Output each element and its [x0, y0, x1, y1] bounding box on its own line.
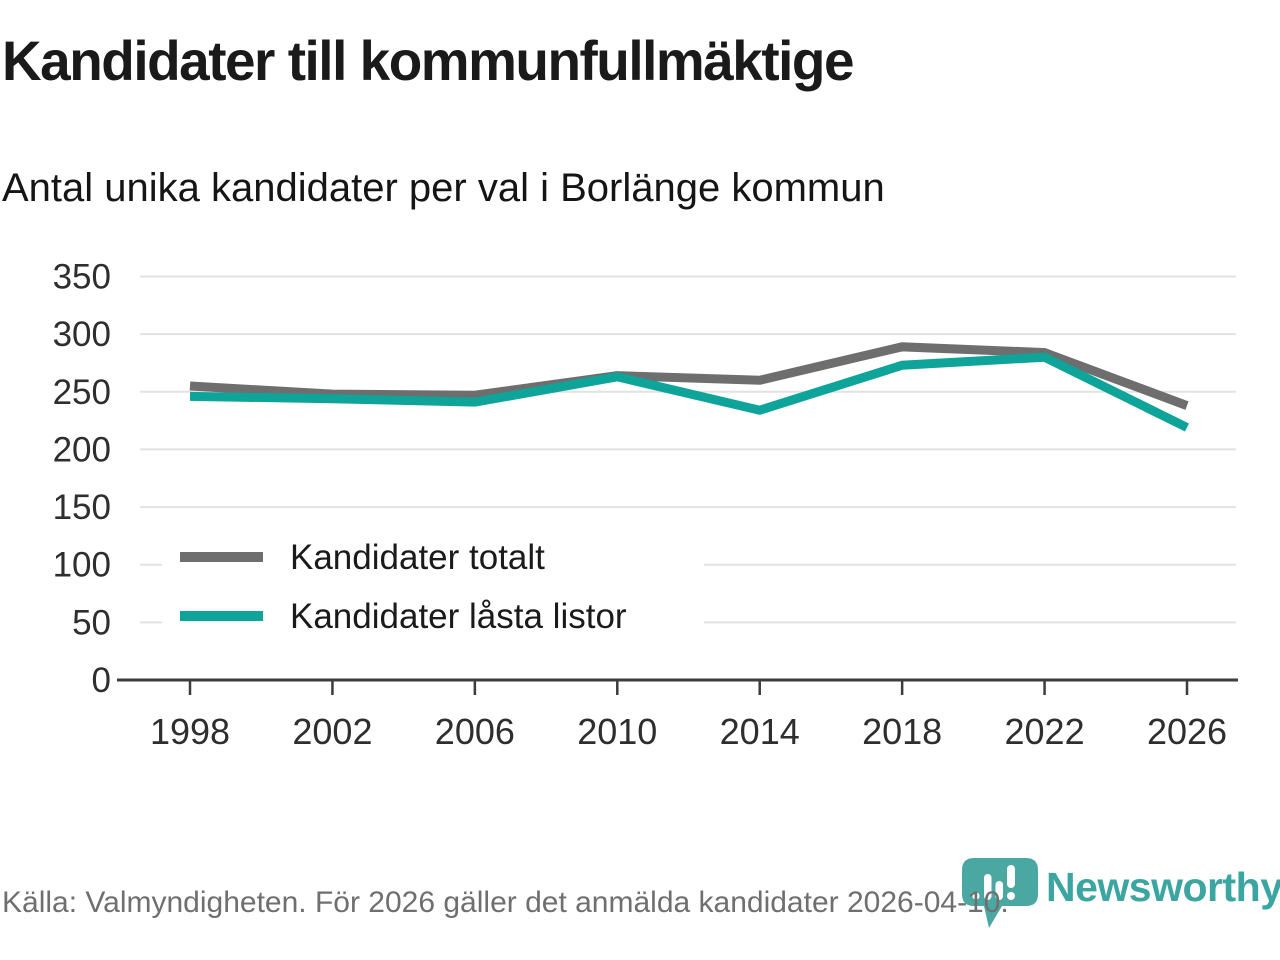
y-tick-label: 250: [53, 373, 111, 412]
series-line-kandidater-totalt: [189, 342, 1189, 410]
y-tick-label: 0: [92, 661, 111, 700]
x-tick-label: 2018: [862, 711, 942, 752]
x-tick-label: 2006: [435, 711, 515, 752]
legend-label: Kandidater totalt: [290, 538, 545, 577]
bar-medium: [995, 881, 1003, 900]
x-tick-label: 2026: [1147, 711, 1227, 752]
legend: Kandidater totalt Kandidater låsta listor: [162, 526, 704, 648]
bar-tall: [984, 874, 992, 900]
y-tick-label: 50: [72, 603, 111, 642]
y-axis-labels: 0 50 100 150 200 250 300 350: [53, 258, 111, 701]
x-tick-label: 1998: [150, 711, 230, 752]
y-tick-label: 300: [53, 315, 111, 354]
brand-wordmark: Newsworthy: [1046, 864, 1280, 910]
y-tick-label: 100: [53, 546, 111, 585]
source-note: Källa: Valmyndigheten. För 2026 gäller d…: [2, 886, 1009, 919]
exclamation-bar: [1007, 865, 1015, 888]
page-title: Kandidater till kommunfullmäktige: [2, 29, 855, 92]
bar-dot: [972, 892, 980, 900]
exclamation-dot: [1007, 892, 1015, 900]
y-tick-label: 350: [53, 258, 111, 297]
newsworthy-logo-icon: [962, 858, 1038, 928]
chart-subtitle: Antal unika kandidater per val i Borläng…: [2, 166, 885, 210]
legend-label: Kandidater låsta listor: [290, 597, 627, 636]
y-tick-label: 150: [53, 488, 111, 527]
y-tick-label: 200: [53, 430, 111, 469]
x-tick-label: 2022: [1005, 711, 1085, 752]
x-tick-label: 2010: [577, 711, 657, 752]
legend-background: [162, 526, 704, 648]
x-axis-labels: 1998 2002 2006 2010 2014 2018 2022 2026: [150, 711, 1227, 752]
series-line-kandidater-l-sta-listor: [189, 352, 1189, 432]
x-tick-label: 2014: [720, 711, 800, 752]
x-tick-label: 2002: [292, 711, 372, 752]
x-axis-ticks: [188, 681, 1189, 695]
